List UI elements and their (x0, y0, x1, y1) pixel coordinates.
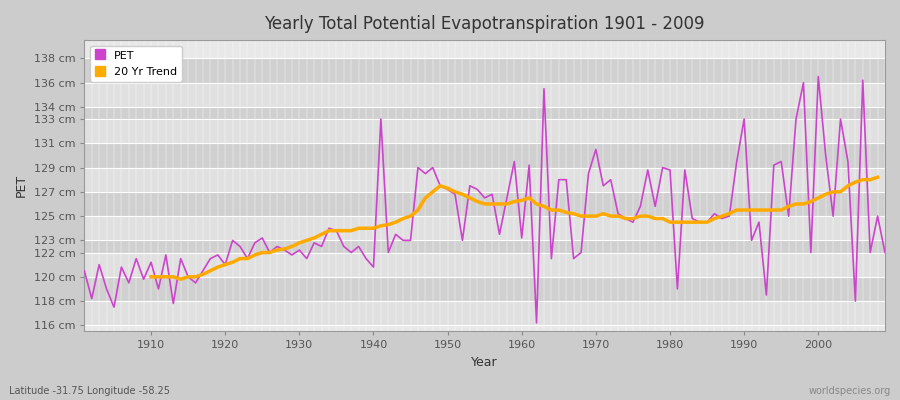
Bar (85, 216, 885, 240)
Bar (85, 107, 885, 119)
Bar (85, 168, 885, 192)
Bar (85, 240, 885, 252)
Bar (85, 143, 885, 168)
Legend: PET, 20 Yr Trend: PET, 20 Yr Trend (90, 46, 182, 82)
Bar (85, 82, 885, 107)
Bar (85, 252, 885, 277)
X-axis label: Year: Year (472, 356, 498, 369)
Bar (85, 119, 885, 143)
Title: Yearly Total Potential Evapotranspiration 1901 - 2009: Yearly Total Potential Evapotranspiratio… (265, 15, 705, 33)
Bar (85, 192, 885, 216)
Bar (85, 277, 885, 301)
Bar (85, 58, 885, 82)
Text: worldspecies.org: worldspecies.org (809, 386, 891, 396)
Text: Latitude -31.75 Longitude -58.25: Latitude -31.75 Longitude -58.25 (9, 386, 170, 396)
Y-axis label: PET: PET (15, 174, 28, 197)
Bar (85, 301, 885, 325)
